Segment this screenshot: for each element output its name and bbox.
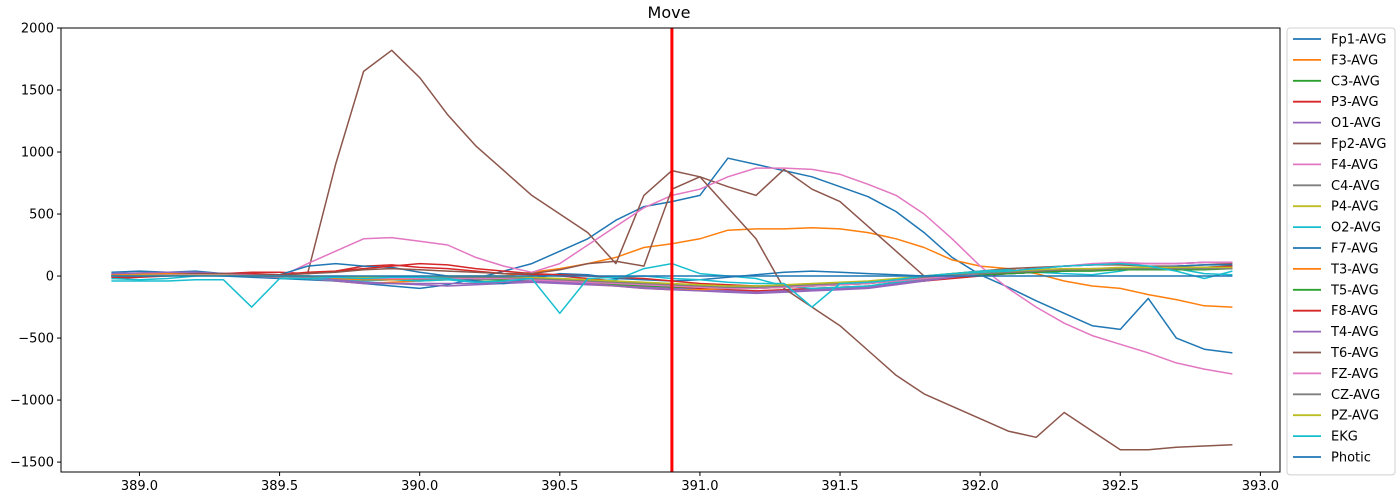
legend-label: CZ-AVG (1331, 388, 1380, 403)
legend-label: F7-AVG (1331, 242, 1378, 257)
legend-label: O1-AVG (1331, 116, 1381, 131)
legend-frame (1286, 27, 1396, 476)
chart-title: Move (648, 3, 691, 22)
x-tick-label: 390.5 (541, 479, 578, 494)
legend-label: P3-AVG (1331, 95, 1379, 110)
plot-frame (60, 27, 1281, 473)
legend-label: T3-AVG (1330, 262, 1379, 277)
legend-label: FZ-AVG (1331, 367, 1379, 382)
legend-label: F3-AVG (1331, 53, 1378, 68)
x-tick-label: 393.0 (1242, 479, 1279, 494)
x-tick-label: 391.5 (821, 479, 858, 494)
legend-label: F8-AVG (1331, 304, 1378, 319)
legend-label: F4-AVG (1331, 158, 1378, 173)
y-tick-label: 500 (29, 208, 54, 223)
legend-label: EKG (1331, 430, 1358, 445)
y-tick-label: −500 (18, 332, 54, 347)
y-tick-label: 2000 (21, 22, 54, 37)
x-tick-label: 392.5 (1102, 479, 1139, 494)
y-tick-label: −1000 (10, 394, 54, 409)
legend-label: Photic (1331, 451, 1371, 466)
legend-label: O2-AVG (1331, 221, 1381, 236)
y-tick-label: 0 (46, 270, 54, 285)
x-tick-label: 392.0 (962, 479, 999, 494)
legend-label: T4-AVG (1330, 325, 1379, 340)
legend-label: PZ-AVG (1331, 409, 1379, 424)
y-tick-label: −1500 (10, 456, 54, 471)
y-tick-label: 1000 (21, 146, 54, 161)
legend-label: P4-AVG (1331, 200, 1379, 215)
legend-label: C3-AVG (1331, 74, 1380, 89)
x-axis: 389.0 389.5 390.0 390.5 391.0 391.5 392.0 392.5… (121, 472, 1279, 494)
y-axis: 2000 1500 1000 500 0 −500 −1000 −1500 (10, 22, 61, 471)
legend-label: T6-AVG (1330, 346, 1379, 361)
x-tick-label: 389.0 (121, 479, 158, 494)
legend-label: Fp2-AVG (1331, 137, 1386, 152)
legend: Fp1-AVG F3-AVG C3-AVG P3-AVG O1-AVG Fp2-AVG F4… (1286, 27, 1396, 476)
x-tick-label: 389.5 (261, 479, 298, 494)
legend-label: C4-AVG (1331, 179, 1380, 194)
y-tick-label: 1500 (21, 84, 54, 99)
legend-label: T5-AVG (1330, 283, 1379, 298)
x-tick-label: 390.0 (401, 479, 438, 494)
legend-label: Fp1-AVG (1331, 33, 1386, 48)
x-tick-label: 391.0 (681, 479, 718, 494)
